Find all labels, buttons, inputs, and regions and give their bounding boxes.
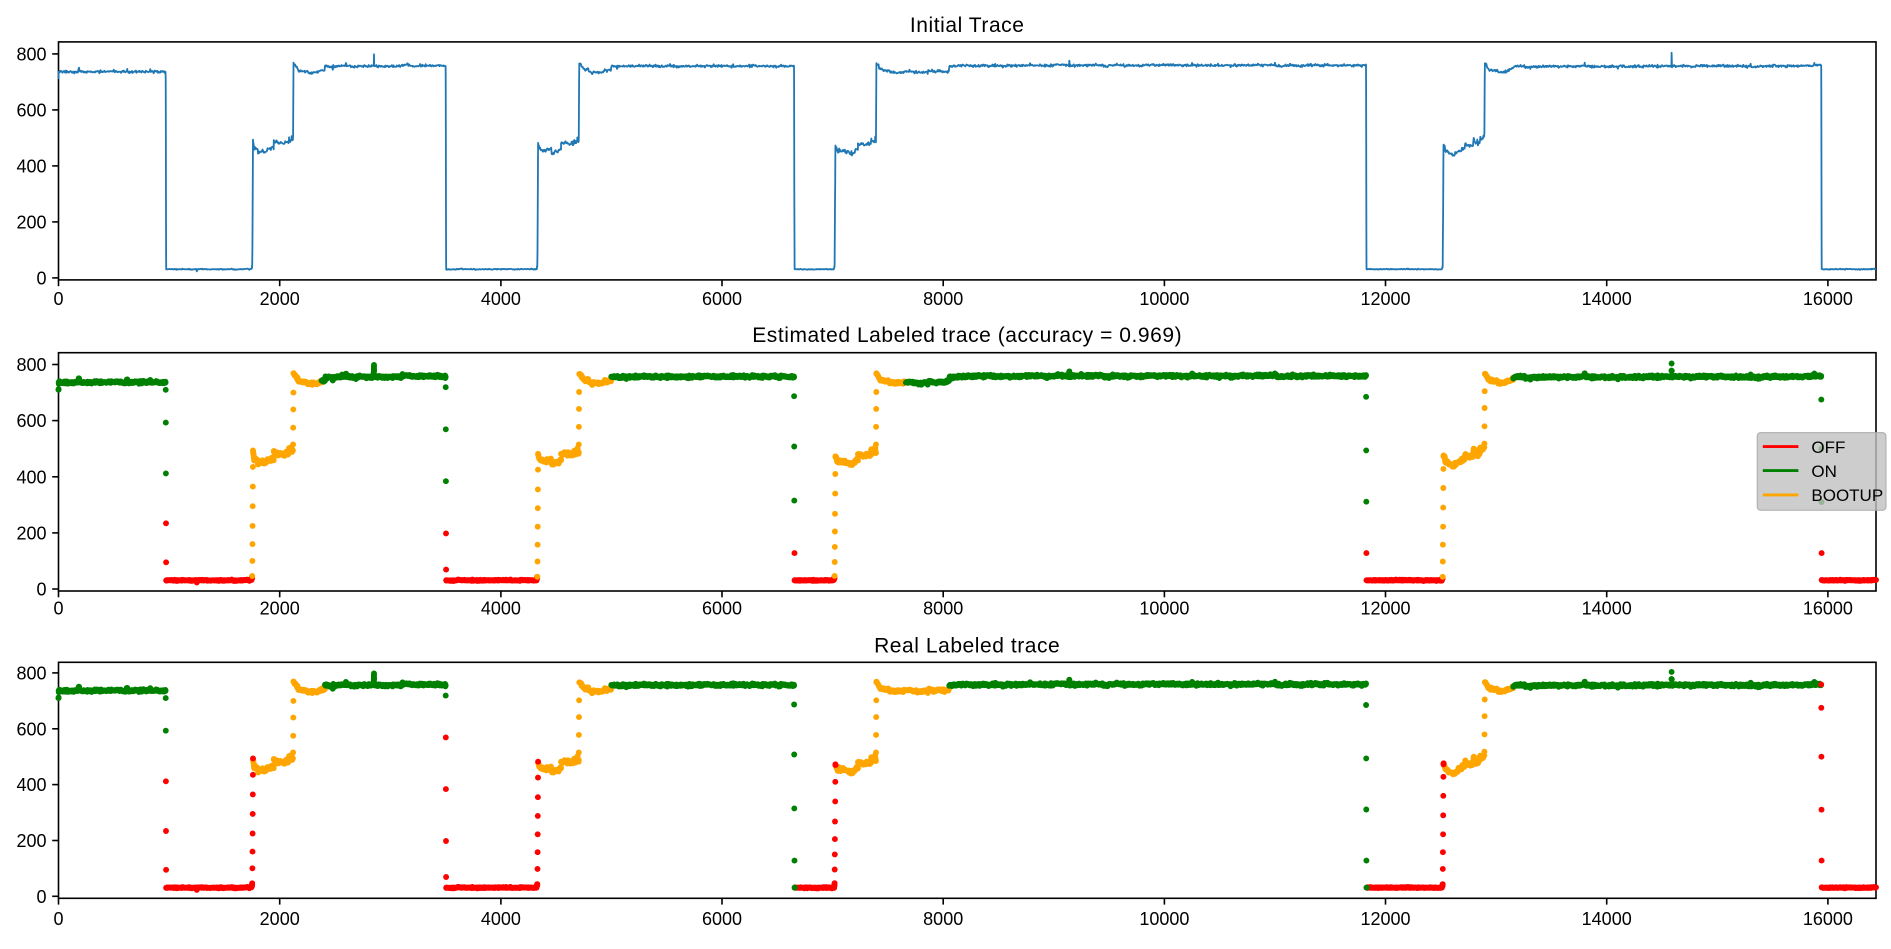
svg-text:OFF: OFF [1811, 438, 1845, 457]
svg-text:2000: 2000 [260, 599, 300, 619]
svg-text:0: 0 [36, 580, 46, 600]
svg-text:10000: 10000 [1139, 909, 1189, 929]
svg-text:6000: 6000 [702, 289, 742, 309]
svg-text:Initial Trace: Initial Trace [910, 14, 1025, 37]
svg-text:12000: 12000 [1360, 599, 1410, 619]
svg-text:4000: 4000 [481, 289, 521, 309]
svg-text:200: 200 [16, 831, 46, 851]
svg-text:16000: 16000 [1803, 909, 1853, 929]
svg-text:400: 400 [16, 467, 46, 487]
svg-text:200: 200 [16, 523, 46, 543]
svg-text:0: 0 [53, 909, 63, 929]
svg-text:0: 0 [53, 289, 63, 309]
svg-text:ON: ON [1811, 462, 1837, 481]
svg-text:600: 600 [16, 100, 46, 120]
svg-text:14000: 14000 [1582, 599, 1632, 619]
svg-text:0: 0 [53, 599, 63, 619]
svg-text:8000: 8000 [923, 289, 963, 309]
svg-text:10000: 10000 [1139, 599, 1189, 619]
svg-text:Real Labeled trace: Real Labeled trace [874, 634, 1060, 657]
svg-text:0: 0 [36, 887, 46, 907]
svg-text:12000: 12000 [1360, 909, 1410, 929]
svg-text:BOOTUP: BOOTUP [1811, 486, 1883, 505]
svg-text:200: 200 [16, 212, 46, 232]
svg-text:600: 600 [16, 719, 46, 739]
svg-text:14000: 14000 [1582, 289, 1632, 309]
svg-text:4000: 4000 [481, 599, 521, 619]
svg-text:12000: 12000 [1360, 289, 1410, 309]
svg-text:8000: 8000 [923, 909, 963, 929]
svg-text:400: 400 [16, 156, 46, 176]
svg-text:2000: 2000 [260, 909, 300, 929]
svg-text:6000: 6000 [702, 599, 742, 619]
svg-text:0: 0 [36, 268, 46, 288]
svg-text:800: 800 [16, 44, 46, 64]
svg-text:6000: 6000 [702, 909, 742, 929]
svg-text:16000: 16000 [1803, 599, 1853, 619]
svg-text:4000: 4000 [481, 909, 521, 929]
svg-text:10000: 10000 [1139, 289, 1189, 309]
svg-text:14000: 14000 [1582, 909, 1632, 929]
svg-text:400: 400 [16, 775, 46, 795]
svg-text:Estimated Labeled trace (accur: Estimated Labeled trace (accuracy = 0.96… [752, 324, 1182, 347]
svg-text:800: 800 [16, 355, 46, 375]
svg-text:2000: 2000 [260, 289, 300, 309]
svg-text:16000: 16000 [1803, 289, 1853, 309]
svg-text:600: 600 [16, 411, 46, 431]
svg-text:8000: 8000 [923, 599, 963, 619]
svg-text:800: 800 [16, 663, 46, 683]
